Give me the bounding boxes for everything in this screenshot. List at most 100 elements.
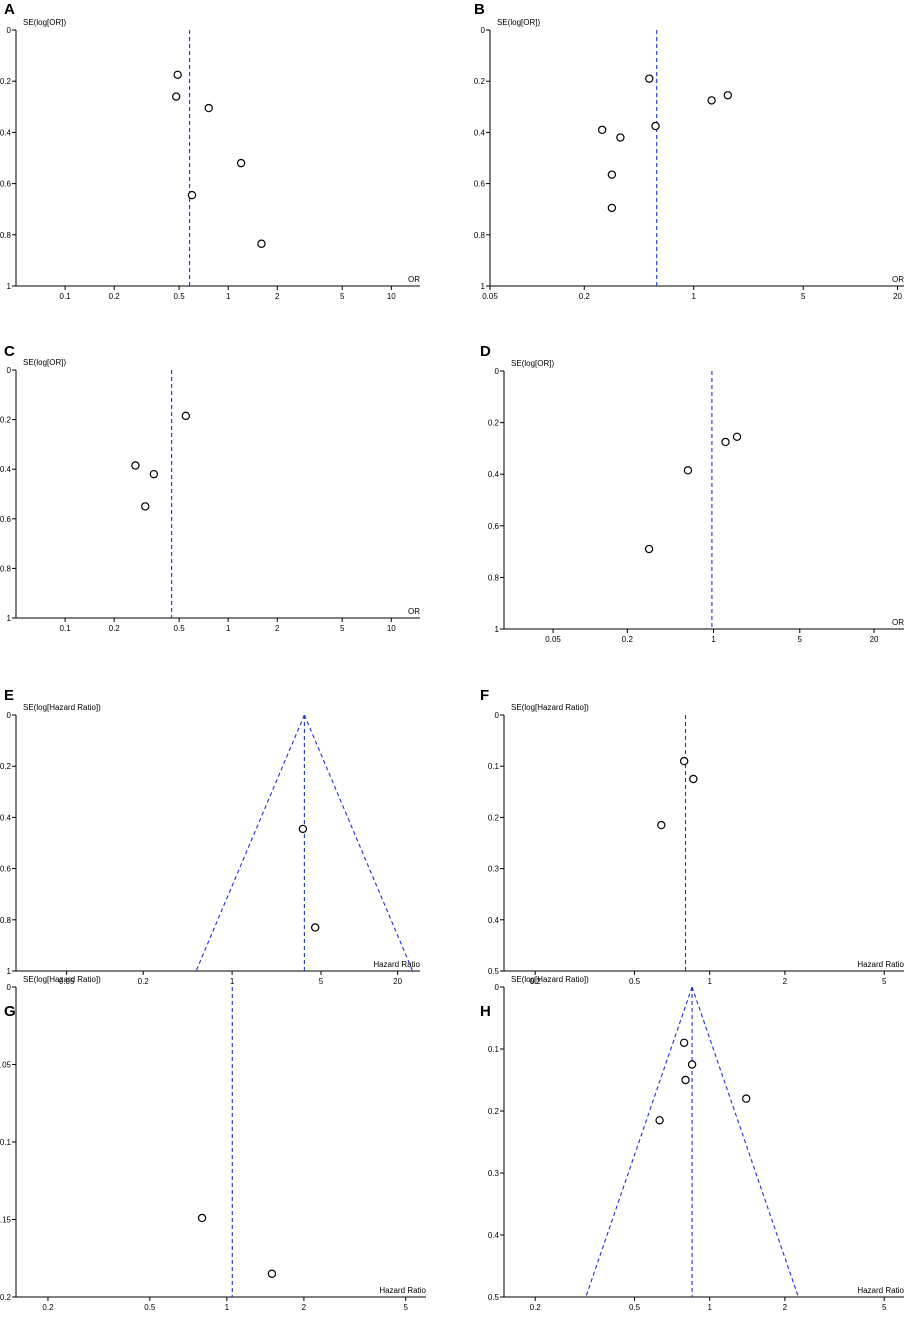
x-tick-label: 0.2	[109, 624, 121, 633]
study-point	[597, 125, 607, 135]
x-tick-label: 5	[882, 977, 887, 986]
y-tick-label: 0.4	[0, 465, 12, 474]
y-tick-label: 0.4	[474, 128, 486, 137]
y-tick-label: 0	[7, 366, 12, 375]
panel-letter: A	[4, 1, 15, 18]
x-tick-label: 20	[393, 977, 402, 986]
y-tick-label: 1	[495, 625, 500, 634]
x-axis-label: Hazard Ratio	[373, 960, 420, 969]
y-tick-label: 0.3	[488, 1169, 500, 1178]
study-point	[732, 432, 742, 441]
panel-h: H 0 0.1 0.2 0.3 0.4 0.5 0.2 0.5 1 2 5 SE(log[Hazard …	[480, 975, 905, 1312]
x-tick-label: 0.5	[144, 1303, 156, 1312]
study-point	[657, 820, 666, 830]
y-tick-label: 0.8	[0, 916, 12, 925]
y-tick-label: 0.8	[474, 231, 486, 240]
study-point	[707, 96, 716, 105]
panel-letter: C	[4, 343, 15, 360]
x-tick-label: 0.5	[174, 624, 186, 633]
y-tick-label: 0.8	[488, 573, 500, 582]
y-tick-label: 0.4	[0, 128, 12, 137]
y-tick-label: 0.4	[488, 916, 500, 925]
y-tick-label: 0	[7, 983, 12, 992]
x-tick-label: 2	[275, 624, 280, 633]
panel-letter: G	[4, 1003, 16, 1020]
study-point	[683, 466, 693, 475]
x-tick-label: 1	[230, 977, 235, 986]
y-tick-label: 1	[7, 967, 12, 976]
x-tick-label: 2	[275, 292, 280, 301]
panel-letter: B	[474, 1, 485, 18]
x-tick-label: 0.2	[42, 1303, 54, 1312]
funnel-left-limit	[195, 714, 305, 972]
x-axis-label: Hazard Ratio	[857, 1286, 904, 1295]
y-tick-label: 0	[481, 26, 486, 35]
study-point	[172, 92, 181, 101]
study-point	[173, 70, 182, 80]
x-tick-label: 0.1	[60, 292, 72, 301]
study-point	[679, 756, 689, 766]
x-tick-label: 0.2	[579, 292, 591, 301]
y-tick-label: 1	[481, 282, 486, 291]
y-tick-label: 0.2	[0, 77, 12, 86]
x-tick-label: 1	[707, 1303, 712, 1312]
y-tick-label: 0.2	[488, 419, 500, 428]
x-tick-label: 5	[404, 1303, 409, 1312]
y-tick-label: 0.1	[488, 1045, 500, 1054]
y-tick-label: 0.2	[0, 762, 12, 771]
study-point	[141, 502, 150, 511]
y-tick-label: 1	[7, 282, 12, 291]
y-tick-label: 0	[495, 983, 500, 992]
x-tick-label: 2	[783, 977, 788, 986]
panel-d: D0 0.2 0.4 0.6 0.8 1 0.05 0.2 1 5 20 SE(log[OR]) OR	[480, 343, 904, 644]
study-point	[257, 239, 266, 248]
x-axis-label: OR	[892, 275, 904, 284]
y-axis-label: SE(log[OR])	[497, 18, 540, 27]
y-tick-label: 0.6	[0, 515, 12, 524]
y-tick-label: 0.6	[0, 865, 12, 874]
y-tick-label: 0.5	[488, 967, 500, 976]
x-tick-label: 0.2	[138, 977, 150, 986]
y-tick-label: 0.05	[0, 1061, 12, 1070]
y-tick-label: 0.2	[0, 1293, 12, 1302]
panel-c: C 0 0.2 0.4 0.6 0.8 1 0.1 0.2 0.5 1 2 5 10 SE(log[OR])…	[0, 343, 420, 633]
x-tick-label: 1	[707, 977, 712, 986]
y-tick-label: 1	[7, 614, 12, 623]
panel-letter: H	[480, 1003, 491, 1020]
x-tick-label: 0.5	[629, 977, 641, 986]
x-tick-label: 0.05	[545, 635, 561, 644]
study-point	[197, 1213, 207, 1223]
x-axis-label: Hazard Ratio	[857, 960, 904, 969]
x-axis-label: OR	[408, 607, 420, 616]
y-axis-label: SE(log[Hazard Ratio])	[511, 975, 589, 984]
y-tick-label: 0.4	[488, 1231, 500, 1240]
x-tick-label: 5	[340, 624, 345, 633]
y-axis-label: SE(log[Hazard Ratio])	[23, 975, 101, 984]
study-point	[679, 1038, 689, 1048]
x-tick-label: 0.5	[174, 292, 186, 301]
x-tick-label: 0.05	[59, 977, 75, 986]
study-point	[131, 461, 140, 470]
study-point	[616, 133, 625, 142]
x-tick-label: 10	[387, 624, 396, 633]
y-tick-label: 0	[495, 711, 500, 720]
y-axis-label: SE(log[Hazard Ratio])	[23, 703, 101, 712]
study-point	[310, 923, 320, 932]
study-point	[645, 74, 654, 83]
x-axis-label: OR	[892, 618, 904, 627]
y-tick-label: 0.3	[488, 865, 500, 874]
x-tick-label: 5	[882, 1303, 887, 1312]
funnel-left-limit	[585, 986, 693, 1298]
y-tick-label: 0	[495, 367, 500, 376]
study-point	[655, 1116, 664, 1125]
study-point	[721, 437, 730, 447]
y-tick-label: 0.6	[488, 522, 500, 531]
x-tick-label: 0.2	[622, 635, 634, 644]
study-point	[723, 91, 733, 100]
funnel-right-limit	[303, 714, 414, 972]
panel-letter: E	[4, 687, 14, 704]
x-tick-label: 1	[226, 624, 231, 633]
x-tick-label: 2	[302, 1303, 307, 1312]
